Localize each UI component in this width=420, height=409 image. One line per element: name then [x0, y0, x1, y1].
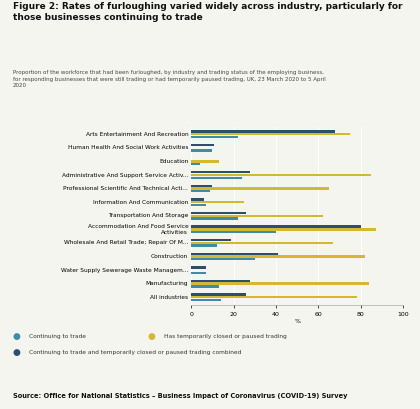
Bar — [191, 283, 369, 285]
Text: Source: Office for National Statistics – Business Impact of Coronavirus (COVID-1: Source: Office for National Statistics –… — [13, 393, 347, 399]
Bar — [191, 163, 199, 165]
Bar — [191, 231, 276, 233]
Text: Continuing to trade: Continuing to trade — [29, 334, 87, 339]
Text: ●: ● — [13, 332, 21, 341]
Bar — [191, 160, 219, 163]
Text: ●: ● — [147, 332, 155, 341]
X-axis label: %: % — [294, 319, 300, 324]
Bar — [191, 187, 329, 190]
Text: Continuing to trade and temporarily closed or paused trading combined: Continuing to trade and temporarily clos… — [29, 350, 242, 355]
Text: Has temporarily closed or paused trading: Has temporarily closed or paused trading — [164, 334, 286, 339]
Bar — [191, 149, 213, 152]
Bar — [191, 130, 335, 133]
Bar — [191, 185, 213, 187]
Bar — [191, 280, 250, 282]
Bar — [191, 242, 333, 244]
Bar — [191, 177, 242, 179]
Bar — [191, 201, 244, 203]
Bar — [191, 217, 238, 220]
Bar — [191, 204, 206, 206]
Bar — [191, 253, 278, 255]
Bar — [191, 239, 231, 241]
Bar — [191, 258, 255, 261]
Bar — [191, 299, 221, 301]
Bar — [191, 255, 365, 258]
Bar — [191, 215, 323, 217]
Bar — [191, 133, 350, 135]
Bar — [191, 245, 217, 247]
Bar — [191, 296, 357, 299]
Bar — [191, 225, 361, 228]
Bar — [191, 190, 210, 193]
Bar — [191, 272, 206, 274]
Bar — [191, 228, 375, 231]
Bar — [191, 293, 246, 296]
Bar — [191, 144, 215, 146]
Bar — [191, 171, 250, 173]
Text: Figure 2: Rates of furloughing varied widely across industry, particularly for
t: Figure 2: Rates of furloughing varied wi… — [13, 2, 402, 22]
Bar — [191, 198, 204, 201]
Bar — [191, 285, 219, 288]
Bar — [191, 212, 246, 214]
Bar — [191, 266, 206, 269]
Text: ●: ● — [13, 348, 21, 357]
Bar — [191, 136, 238, 138]
Bar — [191, 174, 371, 176]
Text: Proportion of the workforce that had been furloughed, by industry and trading st: Proportion of the workforce that had bee… — [13, 70, 326, 88]
